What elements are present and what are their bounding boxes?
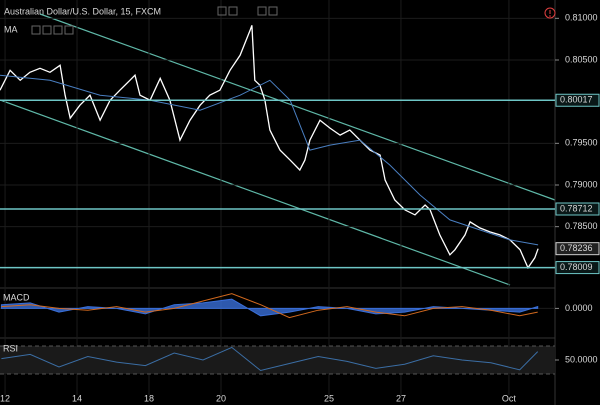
y-tick-label: 0.80500 — [565, 54, 598, 64]
trend-line — [0, 99, 511, 286]
y-tick-label: 0.79000 — [565, 179, 598, 189]
button[interactable] — [53, 25, 63, 35]
button[interactable] — [64, 25, 74, 35]
x-tick-label: 25 — [324, 393, 334, 403]
x-tick-label: 20 — [216, 393, 226, 403]
series-line — [1, 293, 538, 319]
series-line — [0, 25, 539, 270]
level-label-box — [555, 93, 600, 107]
level-label: 0.78712 — [560, 203, 593, 213]
x-tick-label: 27 — [396, 393, 406, 403]
warning-icon[interactable] — [544, 7, 556, 19]
button[interactable] — [228, 6, 238, 16]
level-label: 0.80017 — [560, 95, 593, 105]
y-tick-label: 0.79500 — [565, 138, 598, 148]
last-price-label: 0.78236 — [560, 243, 593, 253]
x-tick-label: 12 — [0, 393, 10, 403]
x-tick-label: Oct — [502, 393, 517, 403]
warning-dot[interactable] — [549, 15, 551, 17]
warning-circle[interactable] — [544, 7, 556, 19]
button[interactable] — [31, 25, 41, 35]
x-tick-label: 14 — [72, 393, 82, 403]
button[interactable] — [42, 25, 52, 35]
trend-line — [39, 13, 556, 201]
rsi-label: RSI — [3, 343, 18, 353]
button[interactable] — [268, 6, 278, 16]
y-tick-label: 0.0000 — [565, 303, 593, 313]
level-label-box — [555, 202, 600, 216]
last-price-box — [555, 242, 600, 256]
indicator-label: MA — [4, 24, 18, 34]
title-buttons[interactable] — [217, 6, 278, 16]
level-label: 0.78009 — [560, 262, 593, 272]
series-line — [0, 74, 539, 246]
level-label-box — [555, 261, 600, 275]
chart-title: Australian Dollar/U.S. Dollar, 15, FXCM — [4, 6, 161, 16]
macd-label: MACD — [3, 292, 30, 302]
button[interactable] — [217, 6, 227, 16]
series-line — [1, 346, 539, 372]
y-tick-label: 0.81000 — [565, 13, 598, 23]
y-tick-label: 0.78500 — [565, 221, 598, 231]
rsi-band — [0, 346, 555, 375]
indicator-buttons[interactable] — [31, 25, 74, 35]
y-tick-label: 50.0000 — [565, 354, 598, 364]
x-tick-label: 18 — [144, 393, 154, 403]
button[interactable] — [257, 6, 267, 16]
